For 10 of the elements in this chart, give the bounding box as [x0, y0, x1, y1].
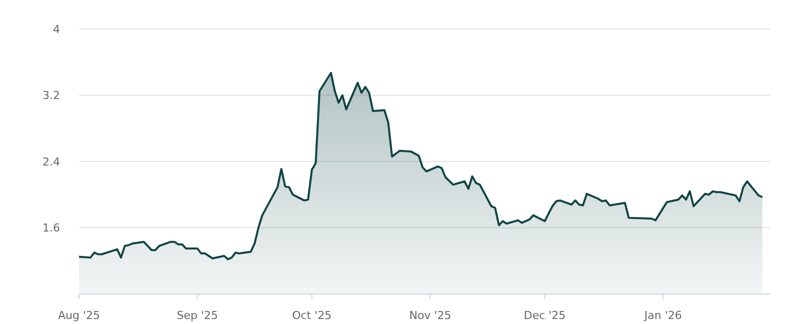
y-tick-label: 4	[53, 22, 60, 36]
x-tick-label: Nov '25	[409, 309, 452, 322]
x-tick-label: Dec '25	[524, 309, 566, 322]
x-tick-label: Aug '25	[58, 309, 100, 322]
y-tick-label: 2.4	[42, 155, 60, 168]
y-tick-label: 3.2	[42, 89, 60, 102]
x-tick-label: Sep '25	[176, 309, 218, 322]
x-tick-label: Jan '26	[643, 309, 682, 322]
y-tick-label: 1.6	[42, 222, 60, 235]
x-tick-label: Oct '25	[292, 309, 332, 322]
